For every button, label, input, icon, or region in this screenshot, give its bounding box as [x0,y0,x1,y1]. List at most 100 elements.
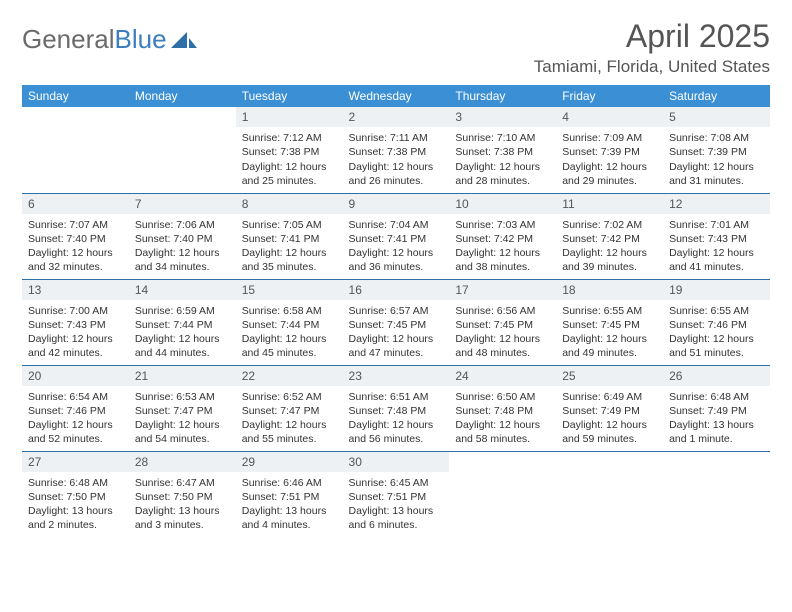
day-details: Sunrise: 7:12 AMSunset: 7:38 PMDaylight:… [236,128,343,191]
day-details: Sunrise: 6:59 AMSunset: 7:44 PMDaylight:… [129,301,236,364]
day-number: 10 [449,194,556,215]
sunrise-line: Sunrise: 7:07 AM [28,218,123,232]
calendar-day-cell: 4Sunrise: 7:09 AMSunset: 7:39 PMDaylight… [556,107,663,193]
sunset-line: Sunset: 7:43 PM [669,232,764,246]
calendar-empty-cell [129,107,236,193]
day-details: Sunrise: 7:10 AMSunset: 7:38 PMDaylight:… [449,128,556,191]
sunset-line: Sunset: 7:41 PM [242,232,337,246]
calendar-day-cell: 7Sunrise: 7:06 AMSunset: 7:40 PMDaylight… [129,193,236,279]
weekday-header: Sunday [22,85,129,107]
daylight-line: Daylight: 12 hours and 59 minutes. [562,418,657,446]
day-details: Sunrise: 6:57 AMSunset: 7:45 PMDaylight:… [343,301,450,364]
sunset-line: Sunset: 7:49 PM [562,404,657,418]
day-details: Sunrise: 6:55 AMSunset: 7:45 PMDaylight:… [556,301,663,364]
calendar-page: GeneralBlue April 2025 Tamiami, Florida,… [0,0,792,547]
calendar-week-row: 27Sunrise: 6:48 AMSunset: 7:50 PMDayligh… [22,451,770,537]
page-header: GeneralBlue April 2025 Tamiami, Florida,… [22,18,770,77]
sunset-line: Sunset: 7:48 PM [455,404,550,418]
day-number: 19 [663,280,770,301]
weekday-header: Friday [556,85,663,107]
sunset-line: Sunset: 7:48 PM [349,404,444,418]
sunset-line: Sunset: 7:40 PM [135,232,230,246]
daylight-line: Daylight: 12 hours and 58 minutes. [455,418,550,446]
day-details: Sunrise: 6:48 AMSunset: 7:49 PMDaylight:… [663,387,770,450]
sunset-line: Sunset: 7:45 PM [349,318,444,332]
daylight-line: Daylight: 12 hours and 31 minutes. [669,160,764,188]
calendar-day-cell: 10Sunrise: 7:03 AMSunset: 7:42 PMDayligh… [449,193,556,279]
sunset-line: Sunset: 7:38 PM [349,145,444,159]
calendar-day-cell: 29Sunrise: 6:46 AMSunset: 7:51 PMDayligh… [236,451,343,537]
calendar-day-cell: 11Sunrise: 7:02 AMSunset: 7:42 PMDayligh… [556,193,663,279]
daylight-line: Daylight: 12 hours and 56 minutes. [349,418,444,446]
sunset-line: Sunset: 7:39 PM [562,145,657,159]
day-details: Sunrise: 6:46 AMSunset: 7:51 PMDaylight:… [236,473,343,536]
sunrise-line: Sunrise: 6:55 AM [562,304,657,318]
calendar-day-cell: 18Sunrise: 6:55 AMSunset: 7:45 PMDayligh… [556,279,663,365]
sunset-line: Sunset: 7:44 PM [135,318,230,332]
calendar-day-cell: 12Sunrise: 7:01 AMSunset: 7:43 PMDayligh… [663,193,770,279]
logo-text-gray: General [22,24,115,55]
day-details: Sunrise: 7:04 AMSunset: 7:41 PMDaylight:… [343,215,450,278]
title-block: April 2025 Tamiami, Florida, United Stat… [534,18,770,77]
sunrise-line: Sunrise: 6:58 AM [242,304,337,318]
day-number: 7 [129,194,236,215]
day-number: 30 [343,452,450,473]
day-number: 20 [22,366,129,387]
daylight-line: Daylight: 12 hours and 42 minutes. [28,332,123,360]
day-details: Sunrise: 6:48 AMSunset: 7:50 PMDaylight:… [22,473,129,536]
logo-sail-icon [171,30,197,50]
sunset-line: Sunset: 7:45 PM [562,318,657,332]
day-details: Sunrise: 7:07 AMSunset: 7:40 PMDaylight:… [22,215,129,278]
day-details: Sunrise: 6:51 AMSunset: 7:48 PMDaylight:… [343,387,450,450]
calendar-day-cell: 15Sunrise: 6:58 AMSunset: 7:44 PMDayligh… [236,279,343,365]
calendar-day-cell: 13Sunrise: 7:00 AMSunset: 7:43 PMDayligh… [22,279,129,365]
sunset-line: Sunset: 7:39 PM [669,145,764,159]
sunset-line: Sunset: 7:51 PM [349,490,444,504]
daylight-line: Daylight: 12 hours and 36 minutes. [349,246,444,274]
sunrise-line: Sunrise: 7:01 AM [669,218,764,232]
daylight-line: Daylight: 12 hours and 29 minutes. [562,160,657,188]
day-number: 29 [236,452,343,473]
calendar-day-cell: 6Sunrise: 7:07 AMSunset: 7:40 PMDaylight… [22,193,129,279]
logo-text-blue: Blue [115,24,167,55]
sunrise-line: Sunrise: 7:08 AM [669,131,764,145]
day-details: Sunrise: 6:47 AMSunset: 7:50 PMDaylight:… [129,473,236,536]
daylight-line: Daylight: 12 hours and 39 minutes. [562,246,657,274]
day-number: 1 [236,107,343,128]
day-number: 13 [22,280,129,301]
day-details: Sunrise: 7:11 AMSunset: 7:38 PMDaylight:… [343,128,450,191]
sunrise-line: Sunrise: 7:06 AM [135,218,230,232]
calendar-week-row: 13Sunrise: 7:00 AMSunset: 7:43 PMDayligh… [22,279,770,365]
sunset-line: Sunset: 7:38 PM [242,145,337,159]
day-number: 23 [343,366,450,387]
daylight-line: Daylight: 12 hours and 55 minutes. [242,418,337,446]
sunrise-line: Sunrise: 6:50 AM [455,390,550,404]
calendar-day-cell: 23Sunrise: 6:51 AMSunset: 7:48 PMDayligh… [343,365,450,451]
sunrise-line: Sunrise: 6:59 AM [135,304,230,318]
day-number: 12 [663,194,770,215]
day-number: 25 [556,366,663,387]
day-number: 17 [449,280,556,301]
day-number: 16 [343,280,450,301]
sunset-line: Sunset: 7:47 PM [135,404,230,418]
sunset-line: Sunset: 7:38 PM [455,145,550,159]
sunrise-line: Sunrise: 6:51 AM [349,390,444,404]
calendar-day-cell: 5Sunrise: 7:08 AMSunset: 7:39 PMDaylight… [663,107,770,193]
sunset-line: Sunset: 7:50 PM [28,490,123,504]
calendar-day-cell: 25Sunrise: 6:49 AMSunset: 7:49 PMDayligh… [556,365,663,451]
daylight-line: Daylight: 12 hours and 51 minutes. [669,332,764,360]
day-number: 27 [22,452,129,473]
sunrise-line: Sunrise: 7:03 AM [455,218,550,232]
calendar-day-cell: 24Sunrise: 6:50 AMSunset: 7:48 PMDayligh… [449,365,556,451]
location-text: Tamiami, Florida, United States [534,57,770,77]
daylight-line: Daylight: 12 hours and 28 minutes. [455,160,550,188]
sunset-line: Sunset: 7:46 PM [28,404,123,418]
daylight-line: Daylight: 13 hours and 3 minutes. [135,504,230,532]
day-number: 28 [129,452,236,473]
month-title: April 2025 [534,18,770,55]
calendar-table: SundayMondayTuesdayWednesdayThursdayFrid… [22,85,770,537]
sunrise-line: Sunrise: 6:47 AM [135,476,230,490]
calendar-week-row: 6Sunrise: 7:07 AMSunset: 7:40 PMDaylight… [22,193,770,279]
calendar-day-cell: 21Sunrise: 6:53 AMSunset: 7:47 PMDayligh… [129,365,236,451]
sunrise-line: Sunrise: 6:53 AM [135,390,230,404]
